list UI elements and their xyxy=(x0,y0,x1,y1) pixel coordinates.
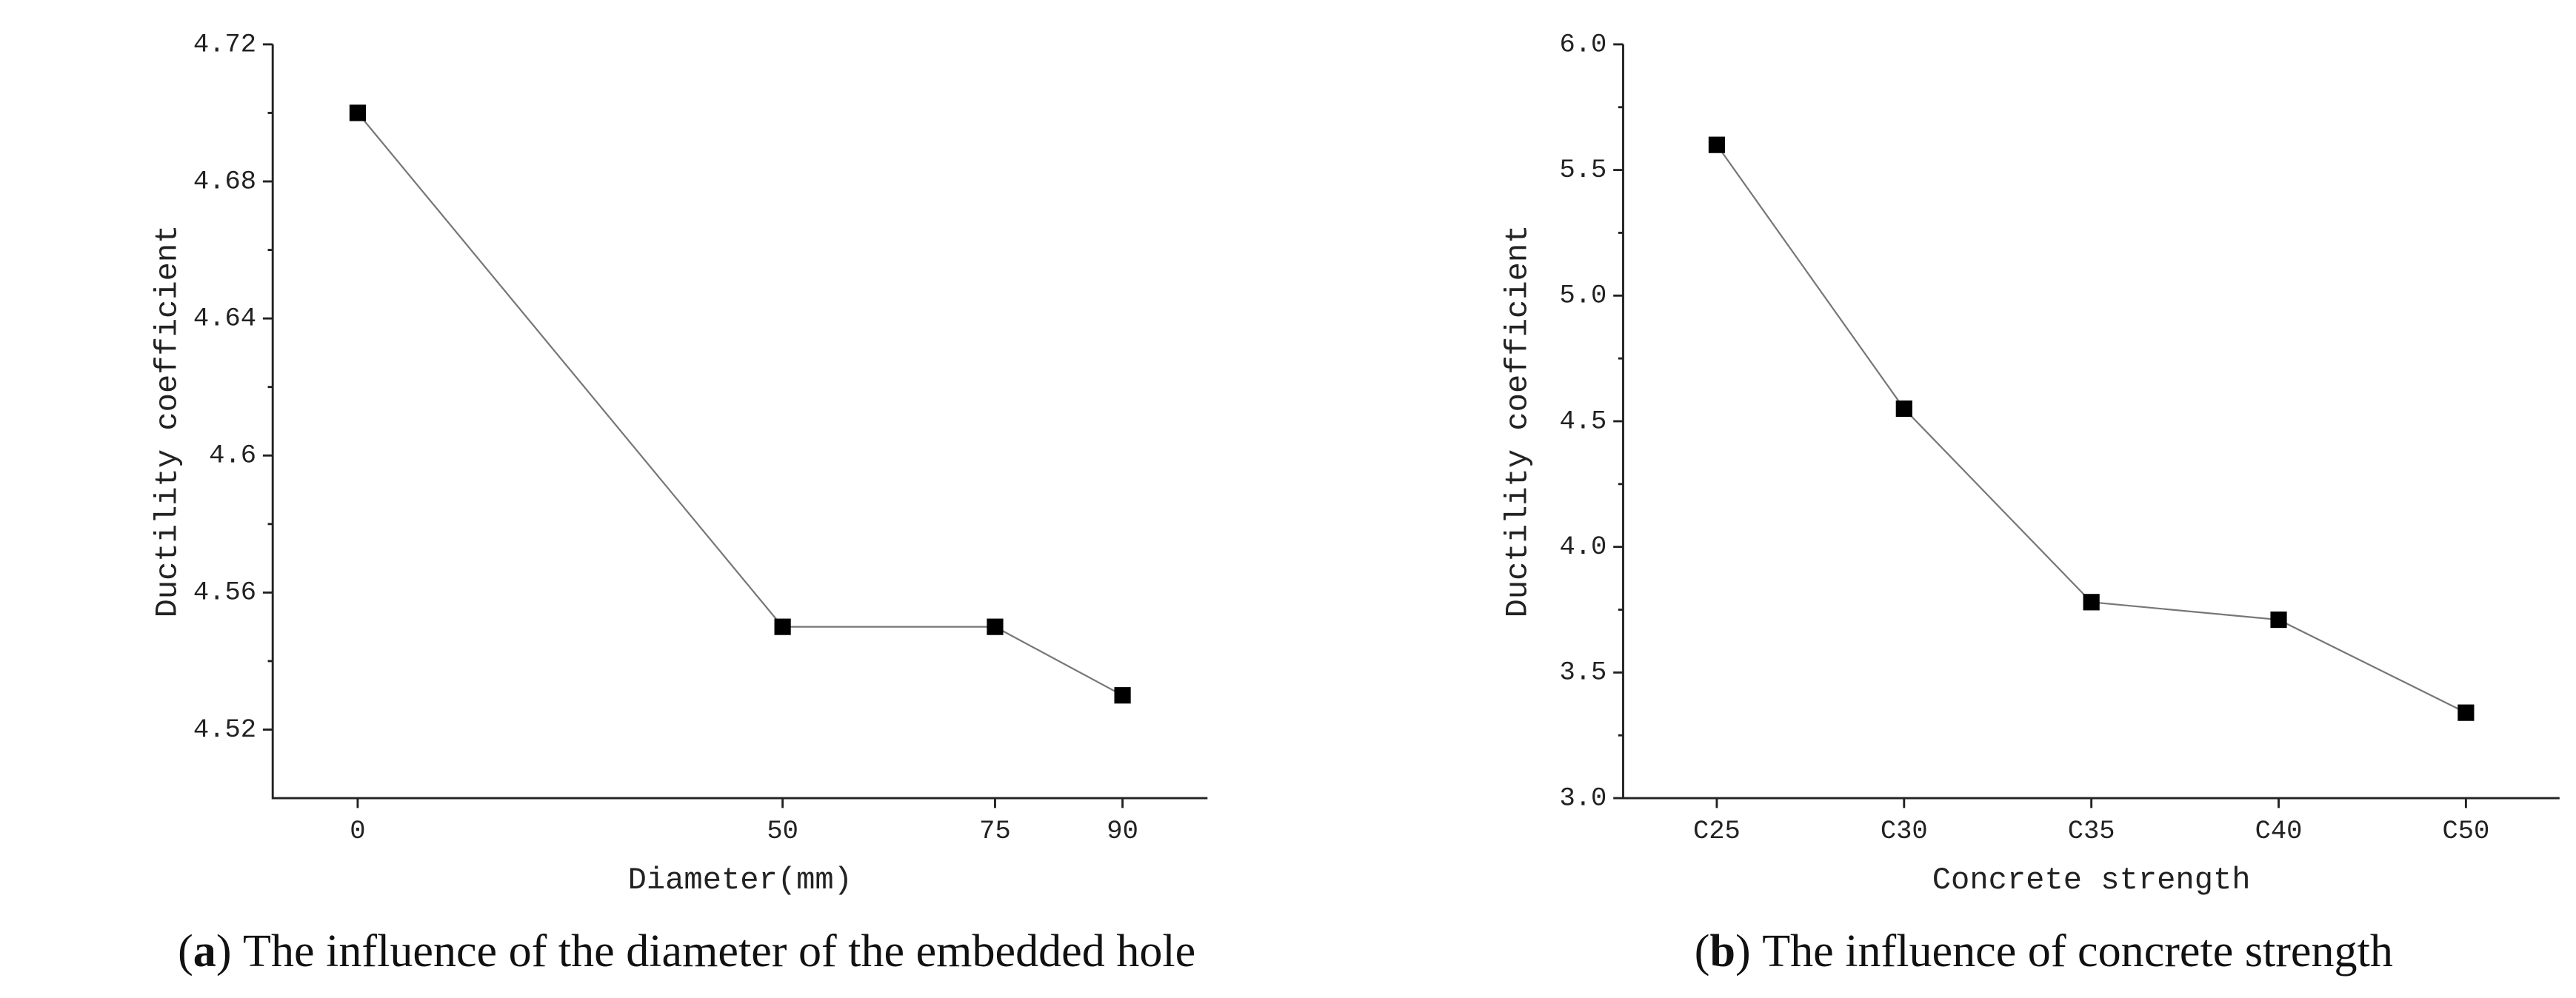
x-tick-label: C35 xyxy=(2068,816,2115,846)
marker xyxy=(987,618,1004,635)
caption-paren: ( xyxy=(178,926,193,977)
marker xyxy=(2457,704,2475,721)
y-tick-label: 3.0 xyxy=(1559,783,1606,813)
y-tick-label: 4.72 xyxy=(193,29,256,59)
marker xyxy=(2083,594,2100,611)
y-tick-label: 5.0 xyxy=(1559,281,1606,311)
x-tick-label: 90 xyxy=(1107,816,1138,846)
caption-text: The influence of concrete strength xyxy=(1762,926,2393,977)
caption: (a) The influence of the diameter of the… xyxy=(178,926,1195,977)
y-tick-label: 4.6 xyxy=(209,441,256,471)
series-line xyxy=(1716,144,2466,714)
x-axis-label: Concrete strength xyxy=(1932,863,2251,898)
caption-text: The influence of the diameter of the emb… xyxy=(243,926,1195,977)
axes xyxy=(271,44,1208,800)
y-tick-label: 3.5 xyxy=(1559,657,1606,688)
y-tick-label: 4.68 xyxy=(193,166,256,196)
x-tick-label: 50 xyxy=(767,816,798,846)
caption-label: b xyxy=(1709,926,1735,977)
marker xyxy=(349,104,367,121)
x-tick-label: C30 xyxy=(1881,816,1928,846)
marker xyxy=(2270,611,2287,629)
y-tick-label: 4.5 xyxy=(1559,406,1606,436)
marker xyxy=(1895,400,1912,418)
x-axis-label: Diameter(mm) xyxy=(628,863,852,898)
marker xyxy=(774,618,791,635)
x-tick-label: C50 xyxy=(2442,816,2489,846)
caption-paren: ( xyxy=(1695,926,1710,977)
y-tick-label: 4.56 xyxy=(193,577,256,608)
caption-label: a xyxy=(193,926,216,977)
marker xyxy=(1708,136,1726,153)
marker xyxy=(1114,687,1131,704)
x-tick-label: C25 xyxy=(1693,816,1741,846)
caption-paren: ) xyxy=(1735,926,1762,977)
x-tick-label: 0 xyxy=(350,816,365,846)
series-line xyxy=(357,112,1124,697)
y-tick-label: 4.52 xyxy=(193,714,256,745)
y-tick-label: 4.0 xyxy=(1559,532,1606,562)
y-axis-label: Ductility coefficient xyxy=(150,225,185,618)
axes xyxy=(1622,44,2560,800)
y-tick-label: 5.5 xyxy=(1559,155,1606,185)
x-tick-label: C40 xyxy=(2255,816,2303,846)
y-tick-label: 4.64 xyxy=(193,304,256,334)
caption-paren: ) xyxy=(216,926,243,977)
caption: (b) The influence of concrete strength xyxy=(1695,926,2393,977)
x-tick-label: 75 xyxy=(979,816,1011,846)
y-axis-label: Ductility coefficient xyxy=(1501,225,1536,618)
y-tick-label: 6.0 xyxy=(1559,29,1606,59)
